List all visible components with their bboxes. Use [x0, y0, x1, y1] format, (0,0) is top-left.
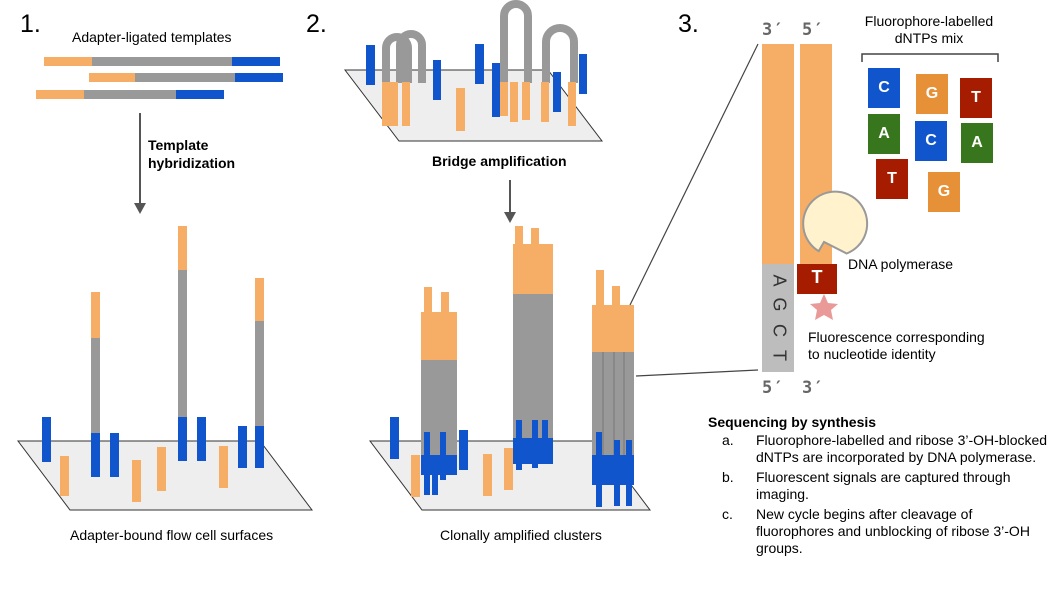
arrow-label-line1: Template — [148, 137, 209, 153]
sbs-step-marker: a. — [722, 432, 734, 448]
sbs-step: c. New cycle begins after cleavage of fl… — [720, 506, 1050, 557]
sbs-step: a. Fluorophore-labelled and ribose 3’-OH… — [720, 432, 1050, 466]
sbs-step-text: Fluorophore-labelled and ribose 3’-OH-bl… — [756, 432, 1048, 465]
fluorescence-label-line1: Fluorescence corresponding — [808, 329, 985, 345]
fluorescence-label-line2: to nucleotide identity — [808, 346, 936, 362]
template-strand-orange — [762, 44, 794, 264]
arrow-label-line2: hybridization — [148, 155, 236, 171]
template-strand — [36, 90, 84, 99]
flow-cell-surface-bridge — [343, 0, 604, 142]
dntp-tile-A: A — [868, 114, 900, 154]
dntp-tile-C: C — [915, 121, 947, 161]
incorporated-base-letter: T — [811, 267, 823, 287]
incorporated-base-T — [797, 264, 837, 294]
template-base-C: C — [769, 324, 790, 337]
template-strand — [92, 57, 232, 66]
dntp-tile-G: G — [916, 74, 948, 114]
templates-label: Adapter-ligated templates — [72, 29, 232, 45]
bridge-amplification-label: Bridge amplification — [432, 153, 567, 169]
bridge-strand — [542, 24, 578, 83]
dntp-tile-A: A — [961, 123, 993, 163]
template-base-G: G — [769, 297, 790, 312]
sbs-step-marker: b. — [722, 469, 734, 485]
bridge-strand — [382, 33, 412, 83]
sbs-step-text: Fluorescent signals are captured through… — [756, 469, 1011, 502]
zoom-lines — [629, 43, 759, 377]
step-number-2: 2. — [306, 10, 327, 38]
hybridization-arrow — [134, 113, 146, 214]
template-strand — [235, 73, 283, 82]
dna-polymerase — [802, 190, 869, 255]
sbs-title: Sequencing by synthesis — [708, 414, 877, 430]
sbs-step-marker: c. — [722, 506, 733, 522]
dntps-title-line1: Fluorophore-labelled — [864, 13, 994, 29]
strand-end-3prime-bottom: 3′ — [802, 378, 825, 398]
dntp-tile-T: T — [960, 78, 992, 118]
template-strand-gray — [762, 264, 794, 372]
strand-end-5prime-bottom: 5′ — [762, 378, 785, 398]
template-base-T: T — [769, 350, 790, 361]
bridge-strand — [500, 0, 532, 83]
flow-cell-surface-1 — [16, 226, 314, 511]
template-strand — [44, 57, 92, 66]
clusters-label: Clonally amplified clusters — [440, 527, 602, 543]
adapter-ligated-templates — [36, 57, 283, 99]
template-strand — [176, 90, 224, 99]
step-number-1: 1. — [20, 10, 41, 38]
template-base-A: A — [769, 274, 790, 287]
template-strand — [89, 73, 135, 82]
strand-end-5prime-top: 5′ — [802, 20, 825, 40]
strand-end-3prime-top: 3′ — [762, 20, 785, 40]
fluorescence-star-icon — [810, 294, 838, 320]
sbs-step: b. Fluorescent signals are captured thro… — [720, 469, 1050, 503]
template-strand — [135, 73, 235, 82]
dntps-bracket — [861, 53, 999, 62]
bridge-strand — [396, 30, 426, 83]
bridge-arrow — [504, 180, 516, 223]
flow-cell-surface-clusters — [368, 226, 652, 511]
template-strand — [232, 57, 280, 66]
step-number-3: 3. — [678, 10, 699, 38]
sbs-step-text: New cycle begins after cleavage of fluor… — [756, 506, 1030, 556]
dntps-title-line2: dNTPs mix — [894, 30, 964, 46]
polymerase-label: DNA polymerase — [848, 256, 954, 272]
dntp-tile-T: T — [876, 159, 908, 199]
template-strand — [84, 90, 176, 99]
dntp-tile-C: C — [868, 68, 900, 108]
dntp-tile-G: G — [928, 172, 960, 212]
sbs-steps-list: a. Fluorophore-labelled and ribose 3’-OH… — [720, 432, 1050, 559]
surface-label: Adapter-bound flow cell surfaces — [70, 527, 274, 543]
